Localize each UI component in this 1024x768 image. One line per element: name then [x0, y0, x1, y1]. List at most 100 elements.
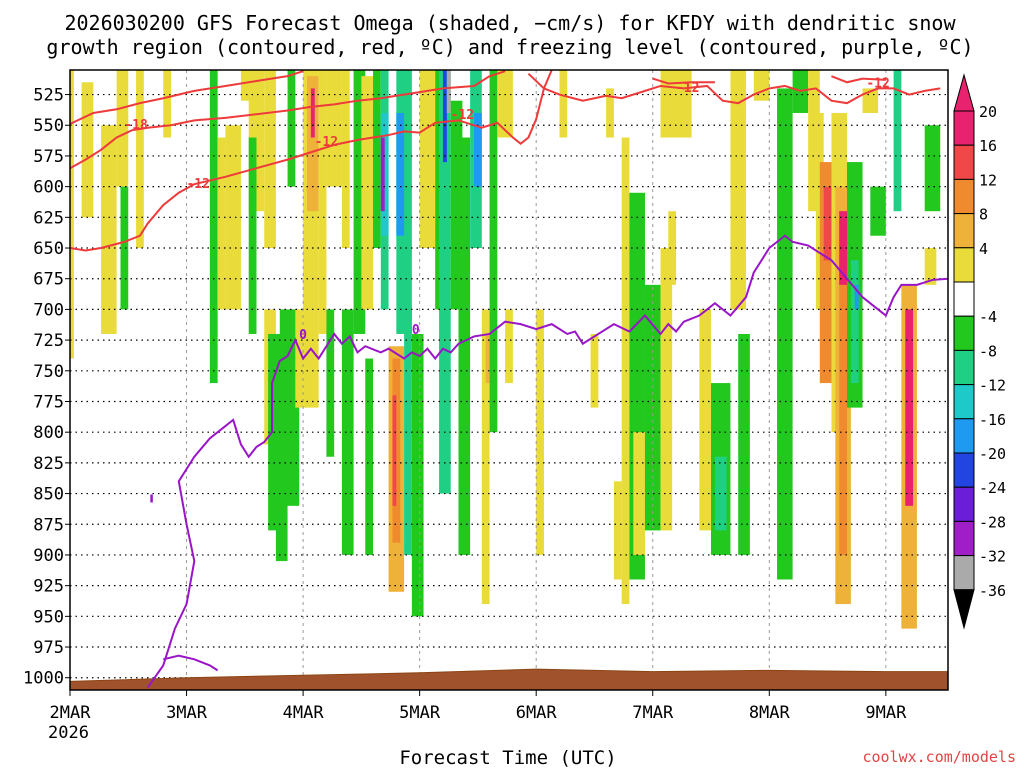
omega-shade-cell — [361, 76, 374, 310]
omega-shade-cell — [380, 137, 385, 212]
pressure-tick-label: 600 — [33, 178, 64, 198]
colorbar-label: -12 — [979, 377, 1006, 395]
colorbar-cell — [953, 486, 975, 522]
colorbar-cell — [953, 555, 975, 591]
snow-dgz-contour-label: -18 — [124, 118, 148, 133]
colorbar-bottom-arrow — [953, 589, 975, 630]
omega-shade-cell — [505, 309, 513, 384]
pressure-tick-label: 725 — [33, 331, 64, 351]
omega-shade-cell — [341, 309, 354, 555]
credit-text: coolwx.com/models — [862, 748, 1016, 766]
time-tick-label: 3MAR — [166, 703, 208, 723]
omega-shade-cell — [419, 70, 436, 249]
colorbar-label: 12 — [979, 171, 997, 189]
omega-shade-cell — [905, 309, 914, 506]
colorbar-label: -32 — [979, 548, 1006, 566]
omega-shade-cell — [101, 125, 117, 334]
omega-shade-cell — [893, 70, 902, 212]
freezing-level-contour-label: 0 — [412, 323, 420, 338]
x-axis-year: 2026 — [48, 723, 89, 743]
omega-shade-cell — [116, 70, 129, 187]
grid-lines — [70, 70, 948, 690]
omega-shade-cell — [559, 70, 568, 138]
colorbar-label: -16 — [979, 411, 1006, 429]
time-tick-label: 5MAR — [399, 703, 441, 723]
pressure-tick-label: 775 — [33, 392, 64, 412]
omega-shade-cell — [777, 88, 793, 580]
omega-shade-cell — [318, 70, 327, 334]
omega-shade-cell — [442, 70, 447, 163]
pressure-tick-label: 700 — [33, 300, 64, 320]
omega-shade-cell — [633, 432, 645, 555]
colorbar-label: -28 — [979, 513, 1006, 531]
omega-shade-cell — [326, 70, 342, 187]
time-tick-label: 6MAR — [516, 703, 558, 723]
colorbar-label: -24 — [979, 479, 1006, 497]
omega-shade-cell — [373, 70, 381, 249]
chart-title-line-1: 2026030200 GFS Forecast Omega (shaded, −… — [64, 11, 956, 35]
omega-shade-cell — [481, 309, 490, 605]
colorbar-cell — [953, 178, 975, 215]
omega-shade-cell — [738, 333, 750, 555]
pressure-tick-label: 950 — [33, 607, 64, 627]
colorbar-cell — [953, 281, 975, 317]
colorbar-cell — [953, 384, 975, 420]
pressure-tick-label: 900 — [33, 546, 64, 566]
snow-dgz-contour — [831, 75, 886, 84]
snow-dgz-contour — [70, 70, 304, 125]
omega-shade-cell — [310, 88, 315, 138]
pressure-tick-label: 525 — [33, 86, 64, 106]
omega-shade-cell — [823, 186, 836, 261]
omega-shade-cell — [536, 309, 544, 555]
pressure-tick-label: 625 — [33, 208, 64, 228]
omega-shade-cell — [353, 70, 366, 334]
contours: -18 -12 -12 -12 -12 -12 0 0 — [70, 70, 948, 689]
time-axis: 2MAR 3MAR 4MAR 5MAR 6MAR 7MAR 8MAR 9MAR — [50, 690, 907, 723]
omega-shade-cell — [699, 309, 712, 531]
omega-shade-cell — [306, 76, 319, 212]
colorbar-cell — [953, 349, 975, 386]
pressure-tick-label: 825 — [33, 454, 64, 474]
omega-shade-cell — [341, 70, 350, 249]
omega-shade-cell — [606, 88, 614, 138]
omega-shade-cell — [163, 70, 172, 138]
colorbar-label: -4 — [979, 308, 997, 326]
colorbar-label: 8 — [979, 206, 988, 224]
pressure-tick-label: 975 — [33, 638, 64, 658]
omega-shade-cell — [850, 260, 859, 384]
omega-shade-cell — [136, 70, 144, 249]
freezing-level-contour — [146, 234, 948, 689]
plot-area: -18 -12 -12 -12 -12 -12 0 0 — [69, 69, 949, 691]
pressure-tick-label: 800 — [33, 423, 64, 443]
omega-shade-cell — [287, 70, 296, 187]
omega-shade-cell — [392, 395, 397, 506]
pressure-tick-label: 1000 — [23, 669, 64, 689]
colorbar-cell — [953, 315, 975, 351]
omega-shade-cell — [753, 70, 770, 101]
omega-shade-cell — [120, 186, 129, 310]
omega-shade-cell — [730, 70, 746, 310]
colorbar-cell — [953, 418, 975, 454]
chart-title-line-2: growth region (contoured, red, ºC) and f… — [46, 35, 973, 59]
snow-dgz-contour-label: -12 — [186, 177, 209, 192]
omega-shade-cell — [404, 309, 412, 555]
omega-shade-cell — [70, 70, 74, 359]
pressure-tick-label: 650 — [33, 239, 64, 259]
colorbar-cell — [953, 452, 975, 488]
colorbar-cell — [953, 520, 975, 557]
colorbar-label: 4 — [979, 240, 988, 258]
snow-dgz-contour-label: -12 — [866, 76, 889, 91]
colorbar-label: 16 — [979, 137, 997, 155]
omega-shade-cell — [446, 70, 451, 113]
omega-shade-cell — [924, 248, 937, 285]
pressure-tick-label: 675 — [33, 270, 64, 290]
pressure-tick-label: 875 — [33, 515, 64, 535]
terrain-fill — [70, 668, 948, 690]
pressure-tick-label: 925 — [33, 577, 64, 597]
omega-shade-cell — [590, 333, 599, 408]
time-tick-label: 7MAR — [632, 703, 674, 723]
snow-dgz-contour-label: -12 — [451, 108, 474, 123]
omega-shade-cell — [924, 125, 941, 212]
colorbar-cell — [953, 144, 975, 180]
